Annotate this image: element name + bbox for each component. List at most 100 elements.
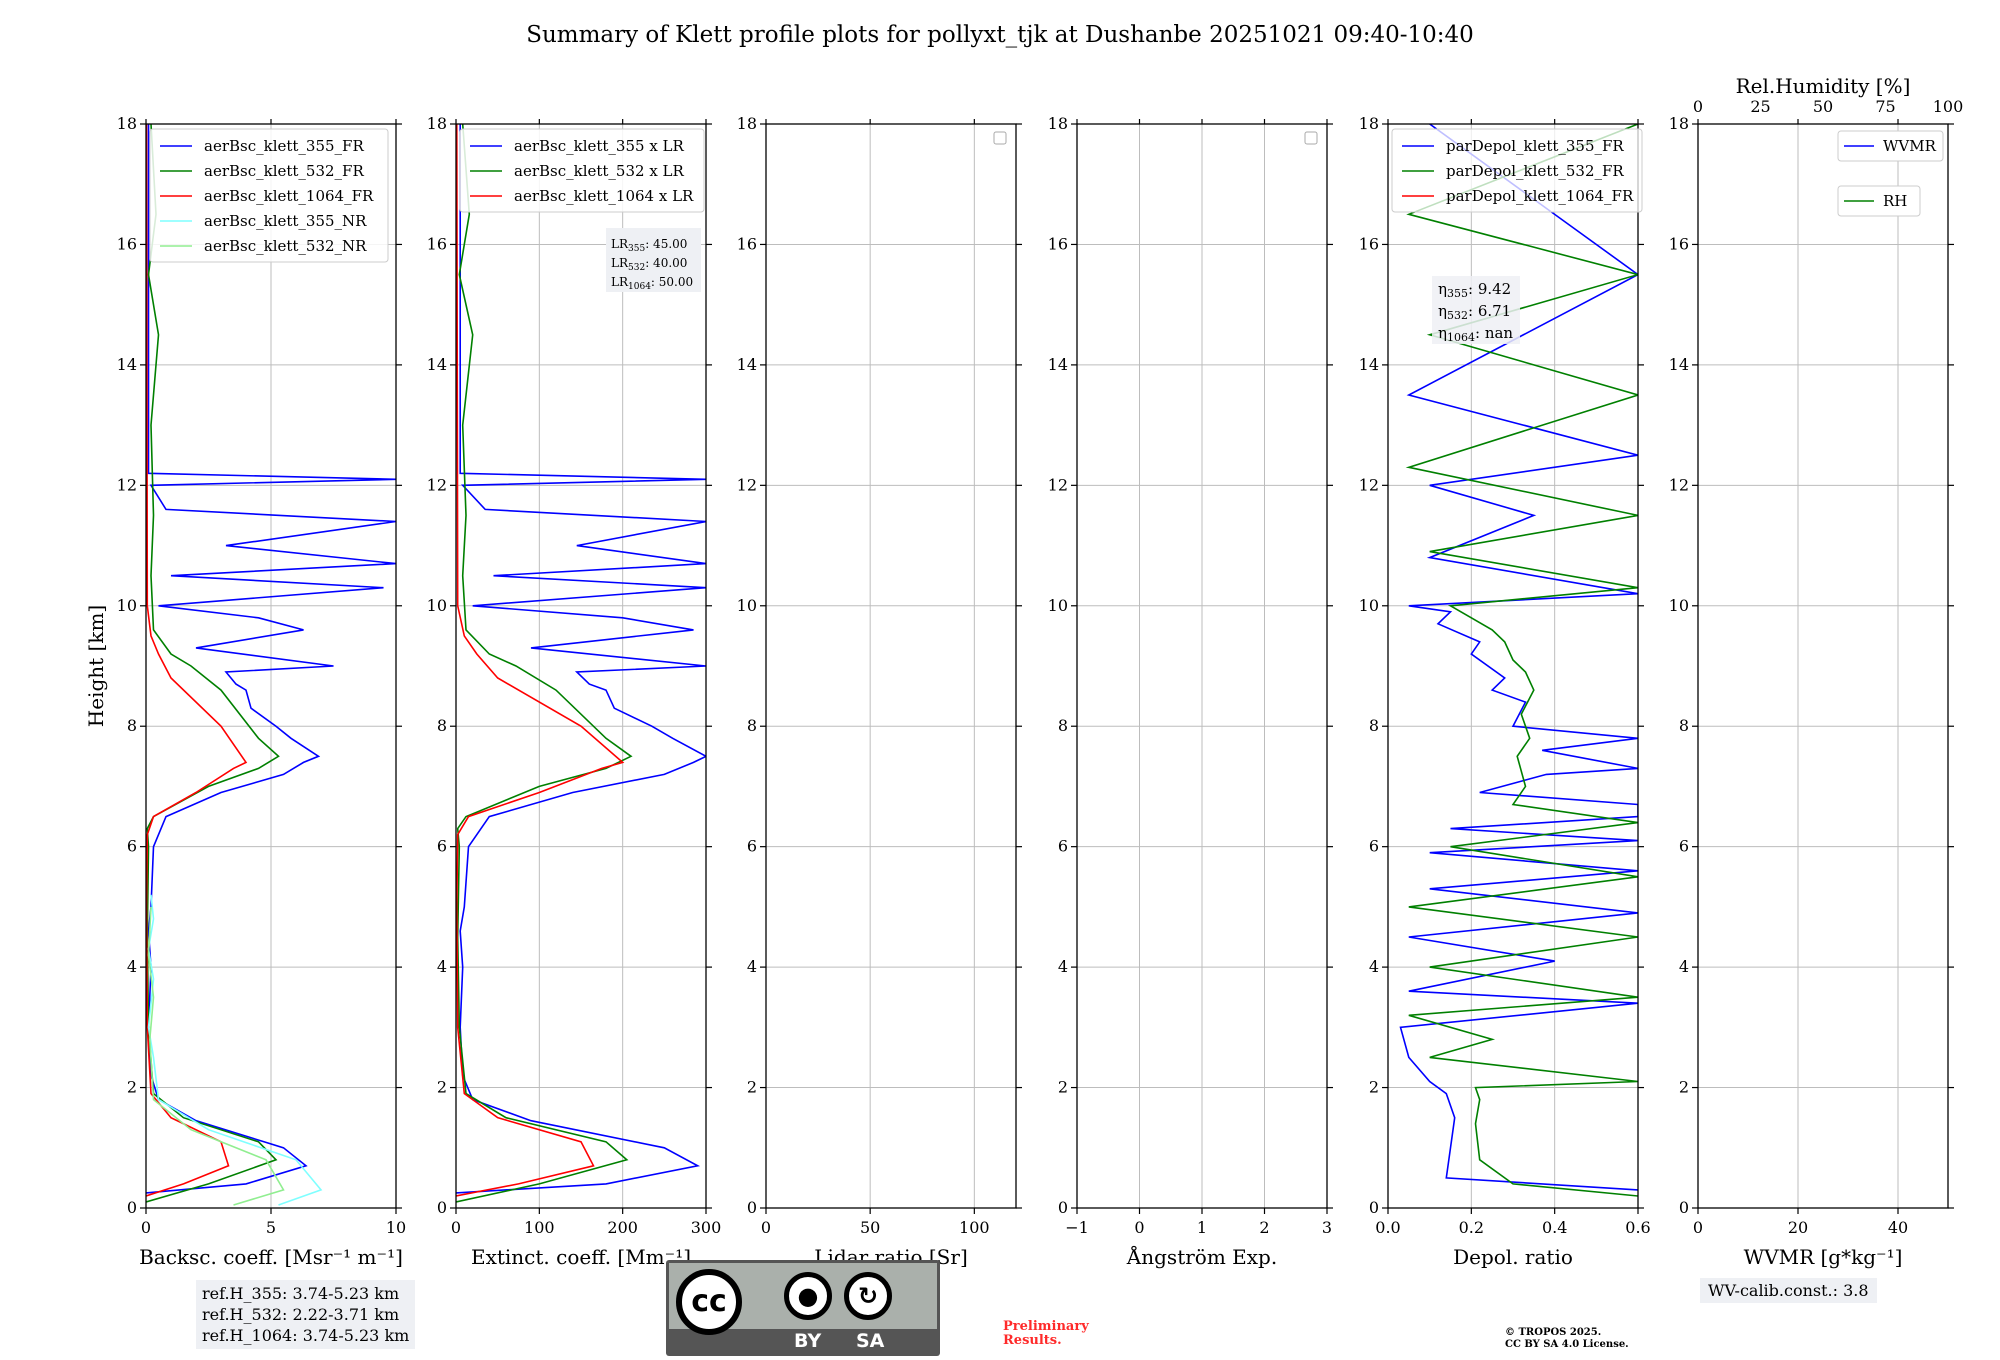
y-tick-label: 18 [1048,114,1068,133]
x-axis-label: Extinct. coeff. [Mm⁻¹] [471,1245,691,1269]
panel-wvmr: 0 20 40 0 2 4 6 8 10 12 14 16 18 WVMR [g*kg⁻¹] 0 25 50 75… [1669,74,1964,1269]
legend-label: parDepol_klett_532_FR [1446,162,1624,180]
share-alike-icon: ↻ [844,1272,892,1320]
axes-frame [1387,123,1639,1209]
y-tick-label: 12 [1359,475,1379,494]
figure-title: Summary of Klett profile plots for polly… [526,22,1474,48]
x2-tick-label: 25 [1750,97,1770,116]
series-line-aerBsc_klett_532 x LR [456,124,633,1203]
axes-frame [455,123,707,1209]
y-tick-label: 10 [737,596,757,615]
lr-annotation-line: LR1064: 50.00 [611,275,693,292]
legend-box [1391,128,1643,213]
lr-annotation-line: LR532: 40.00 [611,256,687,273]
x-tick-label: 100 [959,1218,990,1237]
y-tick-label: 12 [1669,475,1689,494]
legend-label: aerBsc_klett_1064_FR [204,187,374,205]
x-tick-label: 3 [1322,1218,1332,1237]
y-tick-label: 8 [437,716,447,735]
legend-box [1837,185,1921,217]
panel-backscatter: 0 5 10 0 2 4 6 8 10 12 14 16 18 Backsc. coeff. [Msr⁻¹… [84,114,406,1269]
eta-annotation-line: η355: 9.42 [1438,280,1511,300]
y-tick-label: 6 [127,837,137,856]
y-tick-label: 6 [747,837,757,856]
x-tick-label: 200 [607,1218,638,1237]
y-tick-label: 16 [737,234,757,253]
x-tick-label: 300 [691,1218,722,1237]
y-tick-label: 4 [127,957,137,976]
x-tick-label: 1 [1197,1218,1207,1237]
legend-label: aerBsc_klett_532_NR [204,237,367,255]
y-tick-label: 8 [1679,716,1689,735]
eta-annotation-line: η1064: nan [1438,324,1513,344]
y-tick-label: 10 [1048,596,1068,615]
copyright-note: © TROPOS 2025. CC BY SA 4.0 License. [1505,1327,1629,1351]
y-tick-label: 18 [117,114,137,133]
x-tick-label: 0 [761,1218,771,1237]
y-tick-label: 18 [1359,114,1379,133]
x-tick-label: 0 [1134,1218,1144,1237]
y-tick-label: 16 [1359,234,1379,253]
x2-tick-label: 100 [1933,97,1964,116]
y-tick-label: 10 [117,596,137,615]
y-tick-label: 12 [737,475,757,494]
y-tick-label: 16 [427,234,447,253]
legend-box [459,128,705,213]
wv-calib-box: WV-calib.const.: 3.8 [1700,1278,1877,1303]
y-tick-label: 8 [1058,716,1068,735]
series-line-aerBsc_klett_1064 x LR [456,124,625,1197]
axes-frame [765,123,1017,1209]
series-group [146,124,396,1206]
series-line-aerBsc_klett_532_FR [146,124,280,1203]
series-group [1399,124,1638,1197]
x-tick-label: 50 [860,1218,880,1237]
y-tick-label: 8 [1369,716,1379,735]
refh-532: ref.H_532: 2.22-3.71 km [202,1305,400,1324]
x-tick-label: 40 [1888,1218,1908,1237]
y-tick-label: 18 [427,114,447,133]
panel-depol: 0.0 0.2 0.4 0.6 0 2 4 6 8 10 12 14 16 18 Depol. ratio p… [1359,114,1651,1269]
cc-license-badge: cc ● ↻ BY SA [666,1260,940,1356]
y-tick-label: 14 [737,355,757,374]
y-tick-label: 4 [1679,957,1689,976]
y-tick-label: 18 [1669,114,1689,133]
y-tick-label: 14 [427,355,447,374]
axes-frame [1697,123,1949,1209]
preliminary-line-2: Results. [1003,1333,1062,1348]
x-tick-label: 0.2 [1459,1218,1484,1237]
y-tick-label: 6 [1058,837,1068,856]
y-tick-label: 4 [747,957,757,976]
legend-label: aerBsc_klett_355 x LR [514,137,685,155]
reference-height-box: ref.H_355: 3.74-5.23 km ref.H_532: 2.22-… [196,1280,416,1349]
y-tick-label: 4 [1369,957,1379,976]
y-tick-label: 6 [1369,837,1379,856]
x-tick-label: 5 [266,1218,276,1237]
y-tick-label: 0 [747,1198,757,1217]
y-tick-label: 12 [1048,475,1068,494]
eta-annotation-box [1432,276,1520,344]
x-tick-label: 100 [524,1218,555,1237]
y-tick-label: 14 [117,355,137,374]
y-axis-label: Height [km] [84,605,108,727]
series-line-parDepol_klett_355_FR [1399,124,1638,1191]
x-tick-label: 0.4 [1542,1218,1567,1237]
y-tick-label: 2 [437,1078,447,1097]
y-tick-label: 0 [127,1198,137,1217]
y-tick-label: 14 [1669,355,1689,374]
cc-by-label: BY [794,1330,822,1352]
series-line-parDepol_klett_532_FR [1405,124,1638,1197]
copyright-line-2: CC BY SA 4.0 License. [1505,1339,1629,1350]
empty-legend-box [1304,131,1318,145]
panel-extinction: 0 100 200 300 0 2 4 6 8 10 12 14 16 18 Extinct. coeff.… [427,114,722,1269]
x-tick-label: 0.6 [1625,1218,1650,1237]
cc-logo-icon: cc [676,1269,742,1335]
x-axis-label: Backsc. coeff. [Msr⁻¹ m⁻¹] [139,1245,403,1269]
series-line-aerBsc_klett_355_NR [147,894,323,1206]
x2-tick-label: 75 [1875,97,1895,116]
legend-label: aerBsc_klett_355_FR [204,137,364,155]
y-tick-label: 16 [1669,234,1689,253]
x-axis-label: WVMR [g*kg⁻¹] [1744,1245,1903,1269]
